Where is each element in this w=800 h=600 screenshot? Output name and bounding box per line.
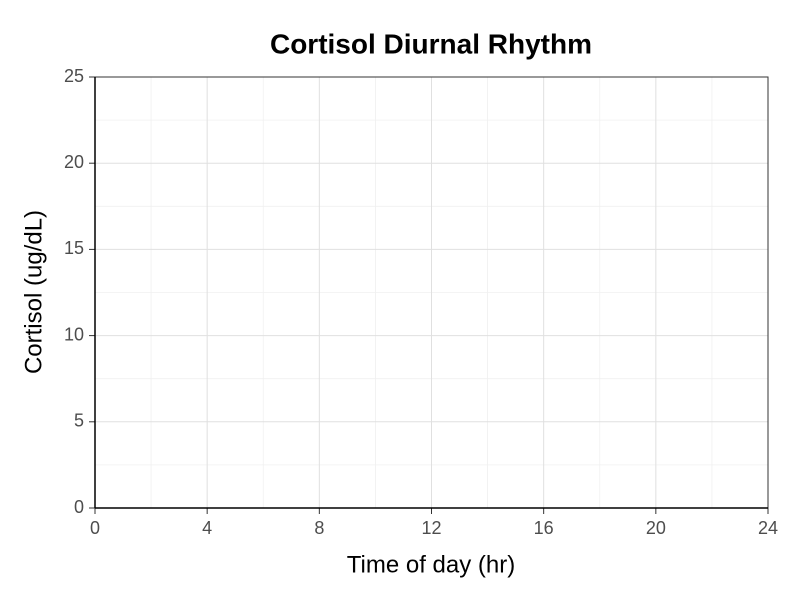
x-tick-label: 8 <box>314 518 324 538</box>
y-tick-label: 15 <box>64 238 84 258</box>
x-tick-label: 12 <box>421 518 441 538</box>
y-tick-label: 10 <box>64 324 84 344</box>
y-tick-label: 25 <box>64 66 84 86</box>
x-tick-label: 4 <box>202 518 212 538</box>
x-tick-label: 20 <box>646 518 666 538</box>
x-tick-label: 16 <box>534 518 554 538</box>
y-axis-label: Cortisol (ug/dL) <box>20 210 47 374</box>
y-tick-label: 5 <box>74 411 84 431</box>
chart-title: Cortisol Diurnal Rhythm <box>270 28 592 59</box>
y-tick-label: 0 <box>74 497 84 517</box>
x-tick-label: 24 <box>758 518 778 538</box>
x-tick-label: 0 <box>90 518 100 538</box>
y-tick-label: 20 <box>64 152 84 172</box>
x-axis-label: Time of day (hr) <box>347 551 515 578</box>
